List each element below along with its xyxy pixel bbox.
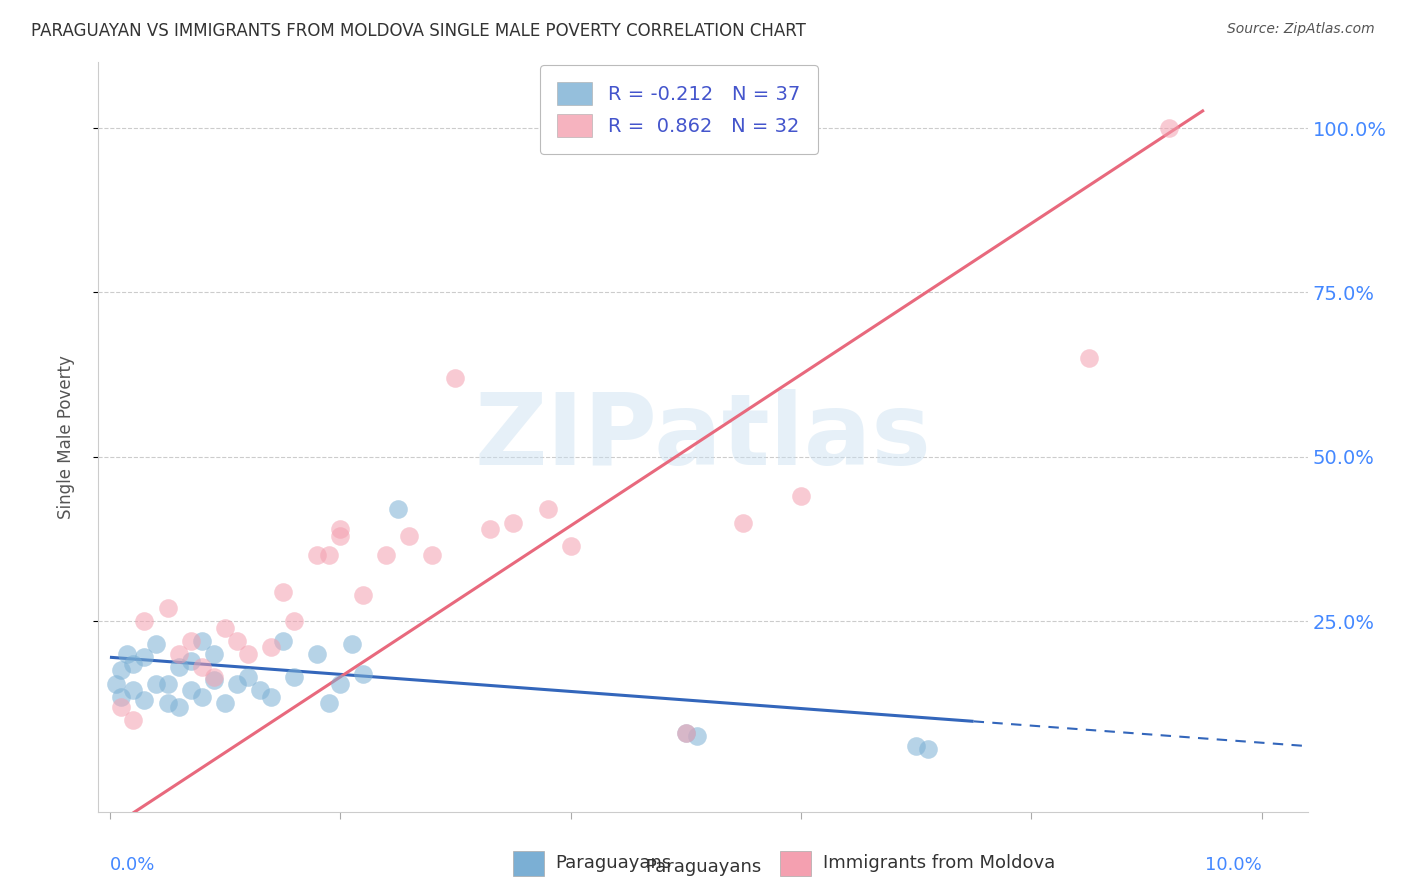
Point <box>191 633 214 648</box>
Point <box>249 683 271 698</box>
Point <box>905 739 928 753</box>
Point <box>180 633 202 648</box>
Point <box>156 696 179 710</box>
Point <box>134 693 156 707</box>
Text: Source: ZipAtlas.com: Source: ZipAtlas.com <box>1227 22 1375 37</box>
Point <box>1077 351 1099 366</box>
Point <box>225 633 247 648</box>
Point <box>115 647 138 661</box>
Text: ZIPatlas: ZIPatlas <box>475 389 931 485</box>
Point <box>122 683 145 698</box>
Point <box>560 539 582 553</box>
Text: Paraguayans: Paraguayans <box>645 858 761 876</box>
Point <box>134 614 156 628</box>
Point <box>675 726 697 740</box>
Point <box>104 676 127 690</box>
Point <box>167 647 190 661</box>
Point <box>329 676 352 690</box>
Point <box>352 666 374 681</box>
Point <box>422 549 444 563</box>
Text: Immigrants from Moldova: Immigrants from Moldova <box>823 855 1054 872</box>
Point <box>167 699 190 714</box>
Point <box>283 614 305 628</box>
Point <box>733 516 755 530</box>
Point <box>260 640 283 655</box>
Point <box>352 588 374 602</box>
Y-axis label: Single Male Poverty: Single Male Poverty <box>56 355 75 519</box>
Point <box>202 647 225 661</box>
Point <box>675 726 697 740</box>
Point <box>444 371 467 385</box>
Point <box>191 660 214 674</box>
Point <box>180 654 202 668</box>
Point <box>156 676 179 690</box>
Text: PARAGUAYAN VS IMMIGRANTS FROM MOLDOVA SINGLE MALE POVERTY CORRELATION CHART: PARAGUAYAN VS IMMIGRANTS FROM MOLDOVA SI… <box>31 22 806 40</box>
Point <box>307 549 329 563</box>
Point <box>536 502 558 516</box>
Point <box>329 522 352 536</box>
Point <box>167 660 190 674</box>
Point <box>110 690 132 704</box>
Point <box>318 696 340 710</box>
Point <box>478 522 501 536</box>
Point <box>502 516 524 530</box>
Point <box>156 601 179 615</box>
Point <box>260 690 283 704</box>
Point <box>145 676 167 690</box>
Point <box>110 699 132 714</box>
Point <box>307 647 329 661</box>
Point <box>686 729 709 743</box>
Point <box>917 742 939 756</box>
Point <box>271 633 294 648</box>
Point <box>110 664 132 678</box>
Point <box>134 650 156 665</box>
Point <box>236 670 259 684</box>
Point <box>387 502 409 516</box>
Text: 10.0%: 10.0% <box>1205 856 1261 874</box>
Point <box>180 683 202 698</box>
Point <box>202 673 225 688</box>
Point <box>283 670 305 684</box>
Point <box>271 584 294 599</box>
Point <box>214 696 236 710</box>
Text: 0.0%: 0.0% <box>110 856 155 874</box>
Point <box>790 489 813 503</box>
Point <box>236 647 259 661</box>
Point <box>145 637 167 651</box>
Point <box>191 690 214 704</box>
Text: Paraguayans: Paraguayans <box>555 855 672 872</box>
Point <box>318 549 340 563</box>
Point <box>202 670 225 684</box>
Point <box>122 713 145 727</box>
Legend: R = -0.212   N = 37, R =  0.862   N = 32: R = -0.212 N = 37, R = 0.862 N = 32 <box>540 64 818 154</box>
Point <box>398 529 420 543</box>
Point <box>225 676 247 690</box>
Point <box>1159 121 1181 136</box>
Point <box>214 621 236 635</box>
Point <box>340 637 363 651</box>
Point <box>329 529 352 543</box>
Point <box>375 549 398 563</box>
Point <box>122 657 145 671</box>
